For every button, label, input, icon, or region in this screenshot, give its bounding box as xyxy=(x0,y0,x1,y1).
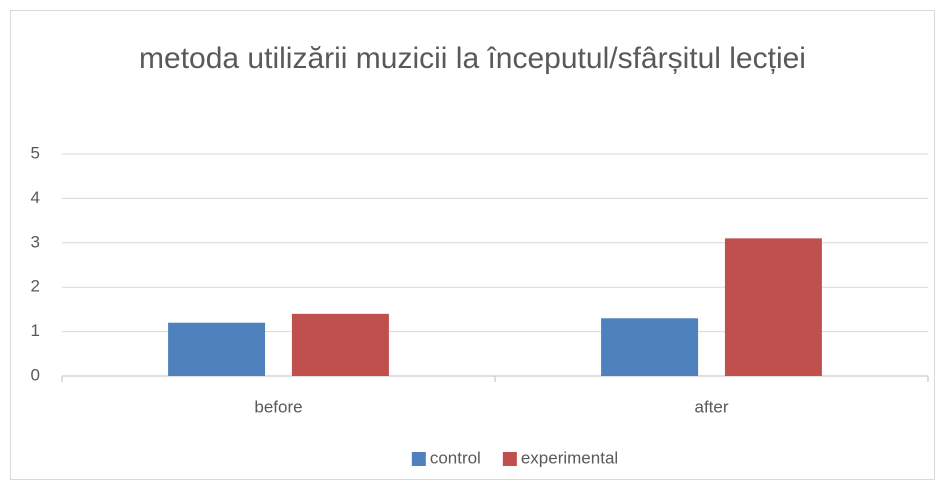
y-tick-label: 2 xyxy=(31,277,40,296)
bar xyxy=(168,322,266,376)
y-tick-label: 5 xyxy=(31,143,40,162)
legend-label: experimental xyxy=(521,448,618,467)
y-tick-label: 3 xyxy=(31,232,40,251)
legend-swatch xyxy=(502,452,517,466)
y-tick-label: 4 xyxy=(31,188,40,207)
x-tick-label: before xyxy=(254,397,302,416)
legend-swatch xyxy=(411,452,426,466)
legend-label: control xyxy=(430,448,481,467)
bar xyxy=(291,313,389,376)
chart-title: metoda utilizării muzicii la începutul/s… xyxy=(139,42,806,75)
y-tick-label: 1 xyxy=(31,321,40,340)
bar xyxy=(724,238,822,376)
y-tick-label: 0 xyxy=(31,365,40,384)
bar xyxy=(601,318,699,376)
x-tick-label: after xyxy=(694,397,728,416)
